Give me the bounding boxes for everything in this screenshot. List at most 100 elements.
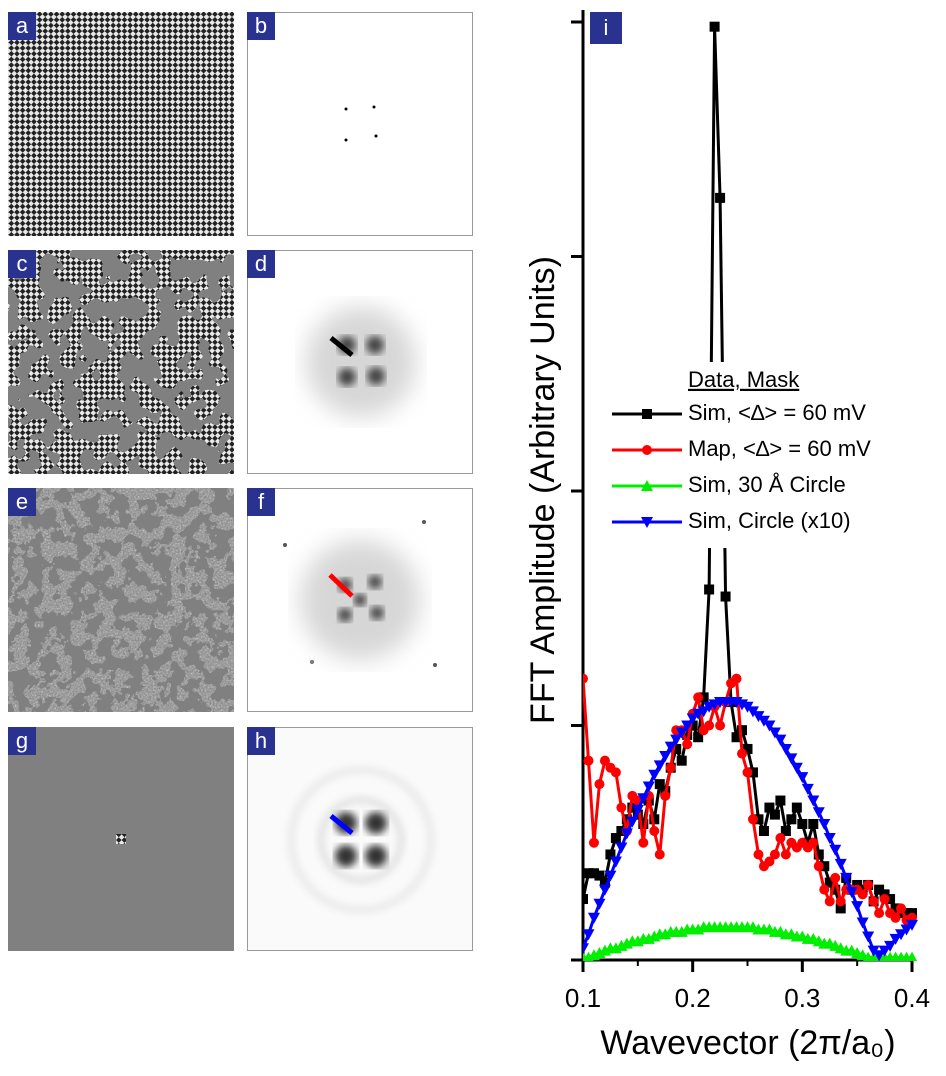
marker: [769, 849, 780, 860]
legend-label: Sim, 30 Å Circle: [688, 472, 846, 497]
marker: [830, 884, 841, 895]
marker: [621, 814, 632, 825]
marker: [808, 837, 819, 848]
marker: [895, 929, 908, 941]
marker: [812, 807, 825, 819]
series-layer: [583, 21, 918, 961]
marker: [593, 898, 606, 910]
marker: [863, 879, 874, 890]
marker: [808, 818, 819, 829]
marker: [819, 861, 830, 872]
image-e: [8, 488, 234, 712]
marker: [649, 814, 660, 825]
panel-label: g: [16, 728, 28, 753]
marker: [747, 814, 758, 825]
marker: [641, 517, 653, 528]
marker: [583, 943, 589, 955]
marker: [845, 886, 858, 898]
marker: [665, 762, 676, 773]
marker: [704, 584, 715, 595]
marker: [620, 828, 633, 840]
panel-label: d: [255, 251, 267, 276]
marker: [747, 767, 758, 778]
marker: [742, 767, 753, 778]
panel-label: h: [255, 728, 267, 753]
marker: [675, 727, 688, 739]
marker: [775, 795, 786, 806]
marker: [583, 868, 594, 879]
panel-label: a: [16, 13, 29, 38]
marker: [813, 849, 824, 860]
panel-label: b: [255, 13, 267, 38]
marker: [764, 856, 775, 867]
marker: [884, 940, 897, 952]
marker: [873, 950, 886, 961]
legend-label: Sim, <∆> = 60 mV: [688, 400, 866, 425]
image-c: [8, 250, 234, 474]
marker: [857, 889, 868, 900]
image-d: [247, 250, 473, 474]
marker: [609, 856, 622, 868]
marker: [642, 409, 652, 419]
marker: [731, 732, 742, 743]
marker: [583, 673, 588, 684]
marker: [779, 743, 792, 755]
marker: [654, 849, 665, 860]
marker: [599, 755, 610, 766]
marker: [709, 21, 720, 32]
marker: [583, 929, 595, 941]
x-tick-label: 0.4: [894, 983, 930, 1013]
image-f: [247, 488, 473, 712]
marker: [693, 732, 704, 743]
legend-label: Map, <∆> = 60 mV: [688, 436, 871, 461]
marker: [906, 951, 918, 961]
marker: [769, 809, 780, 820]
marker: [775, 833, 786, 844]
marker: [768, 727, 781, 739]
marker: [653, 760, 666, 772]
marker: [851, 901, 864, 913]
marker: [835, 903, 846, 914]
marker: [797, 818, 808, 829]
marker: [901, 908, 912, 919]
marker: [616, 826, 627, 837]
marker: [587, 912, 600, 924]
marker: [687, 720, 698, 731]
marker: [889, 933, 902, 945]
marker: [780, 849, 791, 860]
marker: [879, 894, 890, 905]
marker: [774, 734, 787, 746]
marker: [758, 826, 769, 837]
marker: [638, 837, 649, 848]
x-tick-label: 0.2: [675, 983, 711, 1013]
marker: [686, 713, 699, 725]
marker: [642, 781, 655, 793]
marker: [616, 802, 627, 813]
marker: [588, 837, 599, 848]
marker: [737, 748, 748, 759]
marker: [807, 795, 820, 807]
marker: [704, 720, 715, 731]
marker: [648, 769, 661, 781]
marker: [698, 692, 709, 703]
marker: [731, 673, 742, 684]
marker: [824, 877, 835, 888]
marker: [896, 903, 907, 914]
marker: [753, 814, 764, 825]
x-tick-label: 0.3: [784, 983, 820, 1013]
marker: [610, 833, 621, 844]
x-tick-label: 0.1: [565, 983, 601, 1013]
marker: [742, 743, 753, 754]
plot-area: 0.1 0.2 0.3 0.4: [565, 10, 930, 1013]
marker: [780, 826, 791, 837]
marker: [791, 802, 802, 813]
marker: [819, 884, 830, 895]
marker: [659, 750, 672, 762]
marker: [631, 804, 644, 816]
panel-labels: a b c d e f g h i: [8, 12, 622, 755]
marker: [890, 912, 901, 923]
marker: [649, 826, 660, 837]
marker: [588, 868, 599, 879]
marker: [697, 706, 710, 718]
marker: [693, 692, 704, 703]
